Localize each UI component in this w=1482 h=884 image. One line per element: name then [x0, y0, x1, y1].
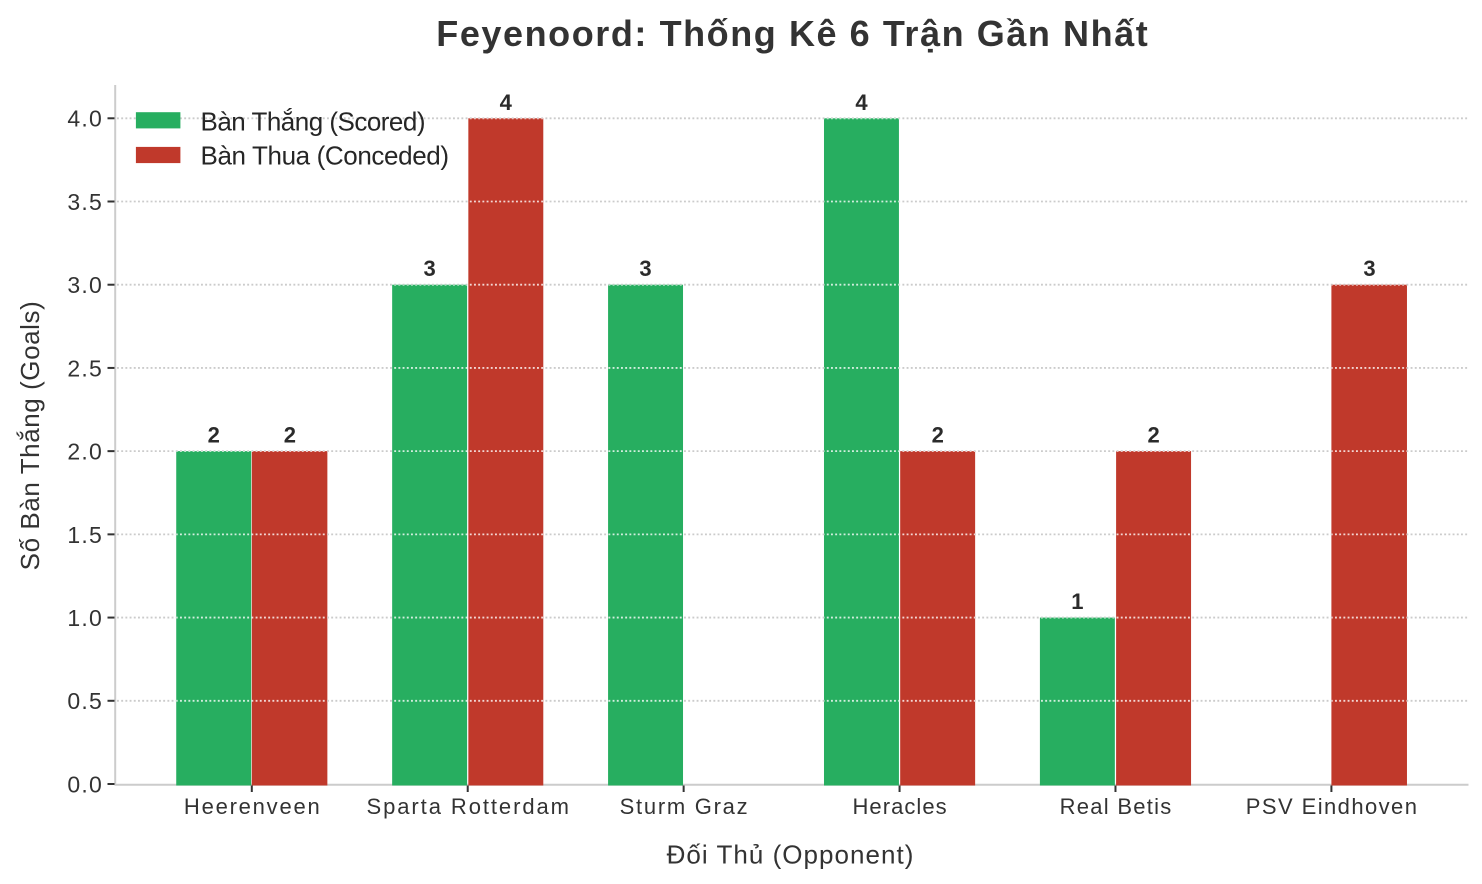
svg-text:1.0: 1.0 — [67, 605, 103, 631]
svg-text:4: 4 — [500, 90, 513, 115]
svg-text:3.0: 3.0 — [67, 272, 103, 298]
svg-text:2: 2 — [1147, 423, 1159, 448]
svg-text:3: 3 — [1363, 256, 1375, 281]
svg-text:2: 2 — [208, 423, 220, 448]
svg-text:2: 2 — [932, 423, 944, 448]
svg-text:4.0: 4.0 — [67, 106, 103, 132]
svg-text:3: 3 — [639, 256, 651, 281]
svg-text:Số Bàn Thắng (Goals): Số Bàn Thắng (Goals) — [15, 301, 45, 571]
svg-text:Bàn Thua (Conceded): Bàn Thua (Conceded) — [201, 141, 449, 171]
svg-text:Đối Thủ (Opponent): Đối Thủ (Opponent) — [667, 840, 915, 870]
svg-text:PSV Eindhoven: PSV Eindhoven — [1246, 794, 1419, 819]
svg-text:Bàn Thắng (Scored): Bàn Thắng (Scored) — [201, 107, 425, 137]
svg-text:Sparta Rotterdam: Sparta Rotterdam — [367, 794, 571, 819]
svg-text:3: 3 — [423, 256, 435, 281]
svg-text:Heerenveen: Heerenveen — [184, 794, 322, 819]
svg-text:0.0: 0.0 — [67, 771, 103, 797]
svg-text:4: 4 — [855, 90, 868, 115]
svg-text:0.5: 0.5 — [67, 688, 103, 714]
svg-text:2.0: 2.0 — [67, 439, 103, 465]
svg-text:2: 2 — [284, 423, 296, 448]
svg-text:Sturm Graz: Sturm Graz — [620, 794, 750, 819]
svg-text:3.5: 3.5 — [67, 189, 103, 215]
svg-text:Heracles: Heracles — [852, 794, 947, 819]
svg-text:Real Betis: Real Betis — [1060, 794, 1173, 819]
svg-text:1.5: 1.5 — [67, 522, 103, 548]
svg-text:Feyenoord: Thống Kê 6 Trận Gần: Feyenoord: Thống Kê 6 Trận Gần Nhất — [436, 13, 1149, 54]
svg-text:2.5: 2.5 — [67, 355, 103, 381]
svg-text:1: 1 — [1071, 589, 1083, 614]
